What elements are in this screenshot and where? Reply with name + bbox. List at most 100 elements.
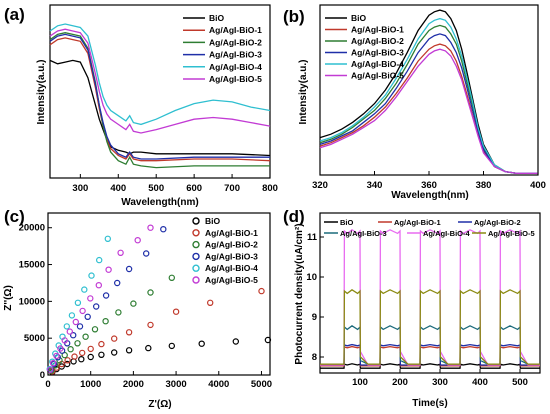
legend-label: Ag/AgI-BiO-3 (209, 50, 262, 60)
y-tick-label: 5000 (24, 333, 45, 344)
legend-marker (192, 229, 200, 237)
scatter-point (78, 356, 85, 363)
legend-label: Ag/AgI-BiO-1 (205, 228, 258, 238)
x-ticks-b: 320 340 360 380 400 (312, 171, 546, 191)
x-tick-label: 500 (148, 183, 164, 194)
x-tick-label: 400 (110, 183, 126, 194)
scatter-point (79, 307, 86, 315)
series-group-b (319, 9, 538, 174)
y-tick-label: 10000 (19, 296, 45, 307)
scatter-point (74, 340, 81, 347)
x-tick-label: 400 (472, 377, 488, 388)
scatter-point (142, 250, 150, 257)
x-tick-label: 320 (312, 180, 328, 191)
scatter-point (125, 265, 133, 273)
plot-frame-a (49, 4, 271, 179)
x-axis-label-c: Z'(Ω) (148, 399, 171, 410)
ticks-c: 0 1000 2000 3000 4000 5000 0 5000 10000 15000 2000… (19, 223, 272, 390)
legend-marker (192, 252, 200, 261)
series-line-5 (319, 17, 538, 174)
x-tick-label: 360 (421, 180, 437, 191)
scatter-point (78, 349, 86, 357)
scatter-point (82, 333, 89, 340)
legend-label: Ag/AgI-BiO-1 (351, 25, 404, 35)
x-tick-label: 700 (224, 183, 240, 194)
legend-label: Ag/AgI-BiO-4 (205, 263, 258, 273)
scatter-point (125, 329, 133, 336)
series-line-4 (49, 33, 270, 160)
scatter-point (172, 308, 180, 315)
legend-label: BiO (351, 13, 367, 23)
scatter-point (74, 299, 82, 306)
scatter-point (198, 340, 205, 347)
legend-a: BiO Ag/AgI-BiO-1 Ag/AgI-BiO-2 Ag/AgI-BiO-3 A… (183, 13, 262, 84)
x-tick-label: 1000 (80, 379, 101, 390)
scatter-point (232, 338, 239, 345)
scatter-point (49, 360, 57, 367)
x-axis-label-b: Wavelength(nm) (391, 190, 468, 201)
x-tick-label: 100 (352, 377, 368, 388)
scatter-point (168, 342, 175, 350)
legend-b: BiOAg/AgI-BiO-1Ag/AgI-BiO-2Ag/AgI-BiO-3A… (325, 13, 404, 81)
scatter-point (66, 328, 74, 335)
y-tick-label: 0 (40, 370, 45, 381)
scatter-point (105, 266, 112, 273)
y-tick-label: 8 (312, 352, 317, 363)
x-axis-label-d: Time(s) (412, 398, 447, 409)
series-line-2 (320, 345, 540, 367)
scatter-point (168, 274, 175, 281)
legend-label: Ag/AgI-BiO-5 (205, 275, 258, 285)
scatter-point (53, 352, 60, 360)
x-tick-label: 3000 (166, 379, 187, 390)
ticks-d: 100 200 300 400 500 8 9 10 11 (306, 232, 528, 388)
plot-frame-d (319, 212, 541, 374)
scatter-point (64, 357, 71, 364)
series-line-1 (320, 363, 540, 369)
legend-label: Ag/AgI-BiO-1 (209, 25, 262, 35)
series-group-a (49, 23, 271, 169)
scatter-point (95, 256, 103, 264)
scatter-point (84, 313, 91, 320)
y-tick-label: 11 (307, 232, 318, 243)
legend-label: BiO (340, 218, 354, 227)
x-tick-label: 300 (432, 377, 448, 388)
series-line-6 (49, 28, 271, 134)
scatter-point (67, 346, 74, 353)
series-group-d (320, 229, 540, 369)
x-tick-label: 2000 (123, 379, 144, 390)
x-tick-label: 400 (530, 180, 546, 191)
legend-label: Ag/AgI-BiO-3 (340, 229, 387, 238)
scatter-point (145, 344, 152, 352)
scatter-point (68, 312, 76, 319)
scatter-point (46, 366, 54, 373)
scatter-point (92, 303, 100, 310)
scatter-point (76, 323, 84, 330)
plot-frame-c (47, 212, 271, 376)
x-axis-label-a: Wavelength(nm) (121, 197, 198, 208)
y-axis-label-a: Intensity(a.u.) (36, 59, 47, 124)
legend-marker (192, 264, 200, 272)
x-tick-label: 340 (367, 180, 383, 191)
y-axis-label-b: Intensity(a.u.) (298, 59, 309, 124)
scatter-point (87, 345, 94, 353)
scatter-point (258, 287, 265, 295)
series-line-3 (320, 343, 540, 366)
scatter-point (113, 279, 121, 287)
series-line-2 (49, 37, 271, 162)
series-line-5 (49, 23, 271, 126)
legend-label: BiO (209, 13, 225, 23)
legend-marker (192, 276, 200, 284)
scatter-point (61, 337, 68, 344)
y-tick-label: 9 (312, 312, 317, 323)
x-tick-label: 800 (262, 183, 278, 194)
legend-label: Ag/AgI-BiO-2 (209, 37, 262, 47)
scatter-point (110, 335, 118, 342)
legend-label: BiO (205, 216, 221, 226)
panel-d: (d) 100 200 300 400 500 8 9 10 11 Time(s) Photoc… (283, 207, 541, 409)
scatter-point (206, 299, 214, 306)
legend-label: Ag/AgI-BiO-5 (209, 74, 262, 84)
panel-label-b: (b) (283, 7, 305, 26)
scatter-point (102, 292, 110, 299)
panel-c: (c) 0 1000 2000 3000 4000 5000 0 5000 10000 15000… (3, 207, 272, 410)
